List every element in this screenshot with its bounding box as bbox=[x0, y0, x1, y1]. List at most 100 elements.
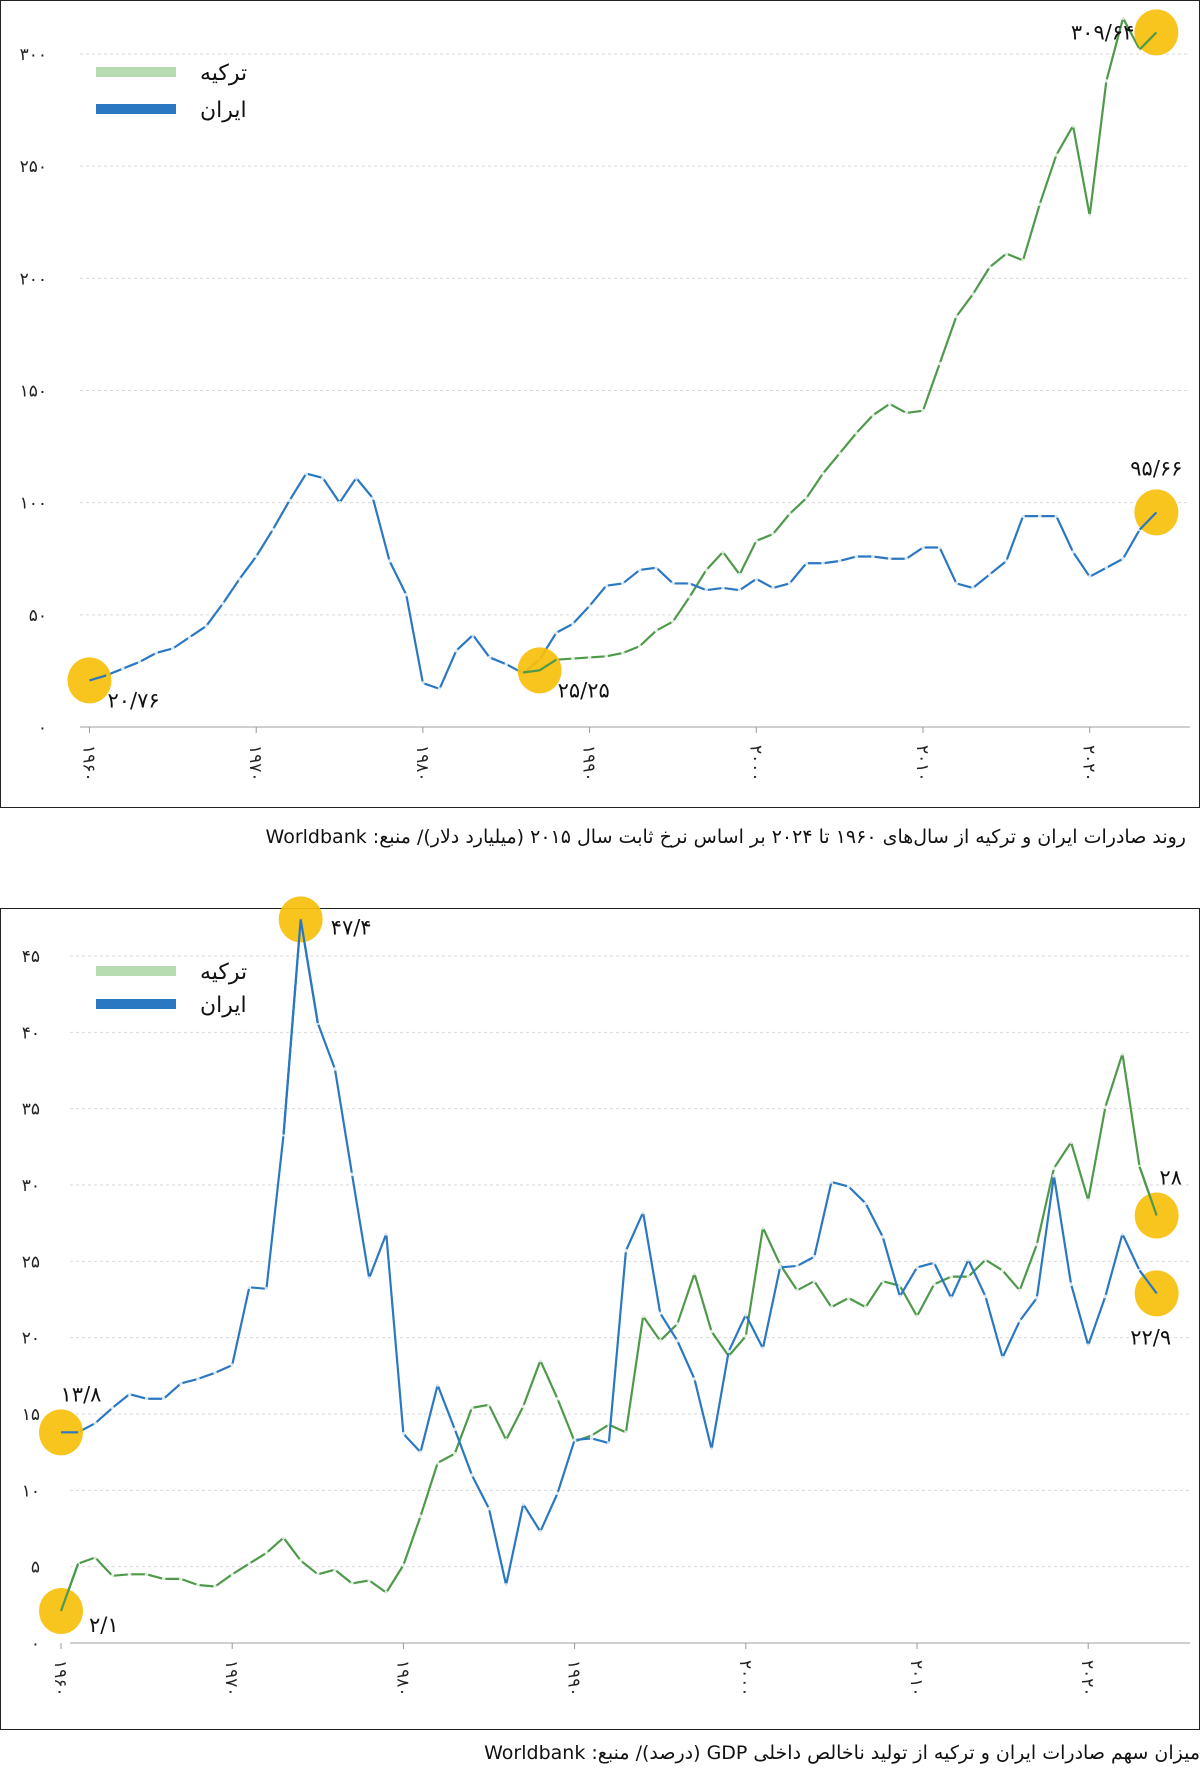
data-point bbox=[829, 1180, 834, 1184]
data-point bbox=[538, 1358, 543, 1363]
data-point bbox=[589, 1436, 594, 1441]
data-point bbox=[237, 577, 242, 581]
data-point bbox=[624, 1430, 628, 1435]
data-point bbox=[987, 572, 992, 577]
data-point bbox=[1103, 1105, 1108, 1109]
annotation-label: ۲/۱ bbox=[89, 1613, 119, 1637]
data-point bbox=[127, 1392, 132, 1396]
data-point bbox=[504, 1583, 508, 1587]
chart-2-caption: میزان سهم صادرات ایران و ترکیه از تولید … bbox=[484, 1742, 1200, 1764]
y-tick-label: ۰ bbox=[38, 718, 47, 738]
data-point bbox=[1004, 251, 1009, 256]
x-tick-label: ۱۹۶۰ bbox=[79, 745, 99, 782]
data-point bbox=[987, 265, 992, 269]
data-point bbox=[658, 1311, 662, 1316]
data-point bbox=[521, 1502, 526, 1506]
data-point bbox=[521, 1404, 526, 1409]
legend-label-iran: ایران bbox=[200, 993, 247, 1018]
data-point bbox=[401, 1432, 406, 1436]
highlighted-segment bbox=[1138, 31, 1158, 51]
data-point bbox=[898, 1294, 902, 1299]
data-point bbox=[487, 1403, 491, 1407]
data-point bbox=[587, 655, 592, 660]
data-point bbox=[787, 581, 792, 586]
data-point bbox=[1086, 1343, 1090, 1348]
data-point bbox=[435, 1383, 440, 1387]
data-point bbox=[350, 1172, 354, 1177]
chart-1-caption: روند صادرات ایران و ترکیه از سال‌های ۱۹۶… bbox=[265, 826, 1186, 848]
legend-swatch-turkey bbox=[96, 67, 176, 77]
data-point bbox=[983, 1294, 988, 1299]
data-point bbox=[354, 476, 359, 480]
x-tick-label: ۲۰۲۰ bbox=[1077, 1660, 1097, 1697]
data-point bbox=[795, 1264, 799, 1268]
data-point bbox=[966, 1258, 971, 1262]
data-point bbox=[254, 554, 258, 559]
data-point bbox=[1087, 213, 1092, 218]
data-point bbox=[367, 1276, 371, 1280]
x-tick-label: ۱۹۹۰ bbox=[564, 1660, 584, 1697]
y-tick-label: ۳۰ bbox=[22, 1176, 40, 1196]
data-point bbox=[863, 1305, 868, 1309]
data-point bbox=[93, 1555, 98, 1560]
legend-swatch-iran bbox=[96, 999, 176, 1009]
data-point bbox=[1120, 1232, 1125, 1236]
data-point bbox=[154, 651, 158, 655]
highlighted-segment bbox=[89, 674, 107, 682]
data-point bbox=[854, 431, 859, 435]
data-point bbox=[744, 1334, 748, 1338]
data-point bbox=[1017, 1288, 1022, 1293]
data-point bbox=[1121, 556, 1125, 561]
x-tick-label: ۱۹۶۰ bbox=[50, 1660, 70, 1697]
data-point bbox=[971, 292, 975, 296]
data-point bbox=[264, 1287, 269, 1291]
data-point bbox=[887, 402, 892, 406]
data-point bbox=[110, 1574, 115, 1578]
data-point bbox=[589, 1433, 594, 1438]
y-tick-label: ۳۵ bbox=[22, 1100, 40, 1120]
data-point bbox=[1069, 1282, 1073, 1287]
data-point bbox=[880, 1279, 885, 1283]
data-point bbox=[196, 1583, 200, 1587]
data-point bbox=[350, 1581, 354, 1586]
data-point bbox=[204, 624, 208, 628]
data-point bbox=[387, 559, 392, 563]
data-point bbox=[504, 1438, 508, 1442]
data-point bbox=[604, 583, 609, 588]
series-line-turkey bbox=[522, 17, 1158, 674]
data-point bbox=[932, 1261, 936, 1265]
data-point bbox=[921, 545, 925, 550]
data-point bbox=[937, 361, 942, 366]
data-point bbox=[281, 1535, 286, 1540]
y-tick-label: ۳۰۰ bbox=[20, 45, 47, 65]
data-point bbox=[880, 1235, 885, 1239]
data-point bbox=[538, 1529, 543, 1534]
highlighted-segment bbox=[1138, 1269, 1158, 1295]
data-point bbox=[213, 1584, 217, 1589]
data-point bbox=[121, 666, 125, 671]
data-point bbox=[271, 527, 275, 532]
x-tick-label: ۲۰۰۰ bbox=[735, 1660, 755, 1697]
data-point bbox=[915, 1314, 919, 1319]
data-point bbox=[333, 1067, 337, 1071]
data-point bbox=[692, 1377, 697, 1381]
data-point bbox=[127, 1572, 132, 1577]
data-point bbox=[1054, 514, 1059, 518]
highlighted-segment bbox=[1138, 1166, 1158, 1216]
data-point bbox=[418, 1514, 423, 1519]
data-point bbox=[1054, 153, 1059, 157]
data-point bbox=[937, 545, 942, 550]
x-tick-label: ۲۰۱۰ bbox=[906, 1660, 926, 1697]
data-point bbox=[795, 1288, 799, 1293]
data-point bbox=[787, 512, 792, 516]
data-point bbox=[437, 687, 442, 691]
data-point bbox=[771, 586, 775, 590]
legend-label-iran: ایران bbox=[200, 98, 247, 123]
annotation-label: ۲۸ bbox=[1159, 1166, 1182, 1190]
data-point bbox=[687, 581, 692, 586]
data-point bbox=[1021, 514, 1025, 518]
data-point bbox=[213, 1370, 217, 1375]
data-point bbox=[737, 572, 742, 577]
data-point bbox=[621, 581, 625, 586]
data-point bbox=[804, 496, 809, 500]
